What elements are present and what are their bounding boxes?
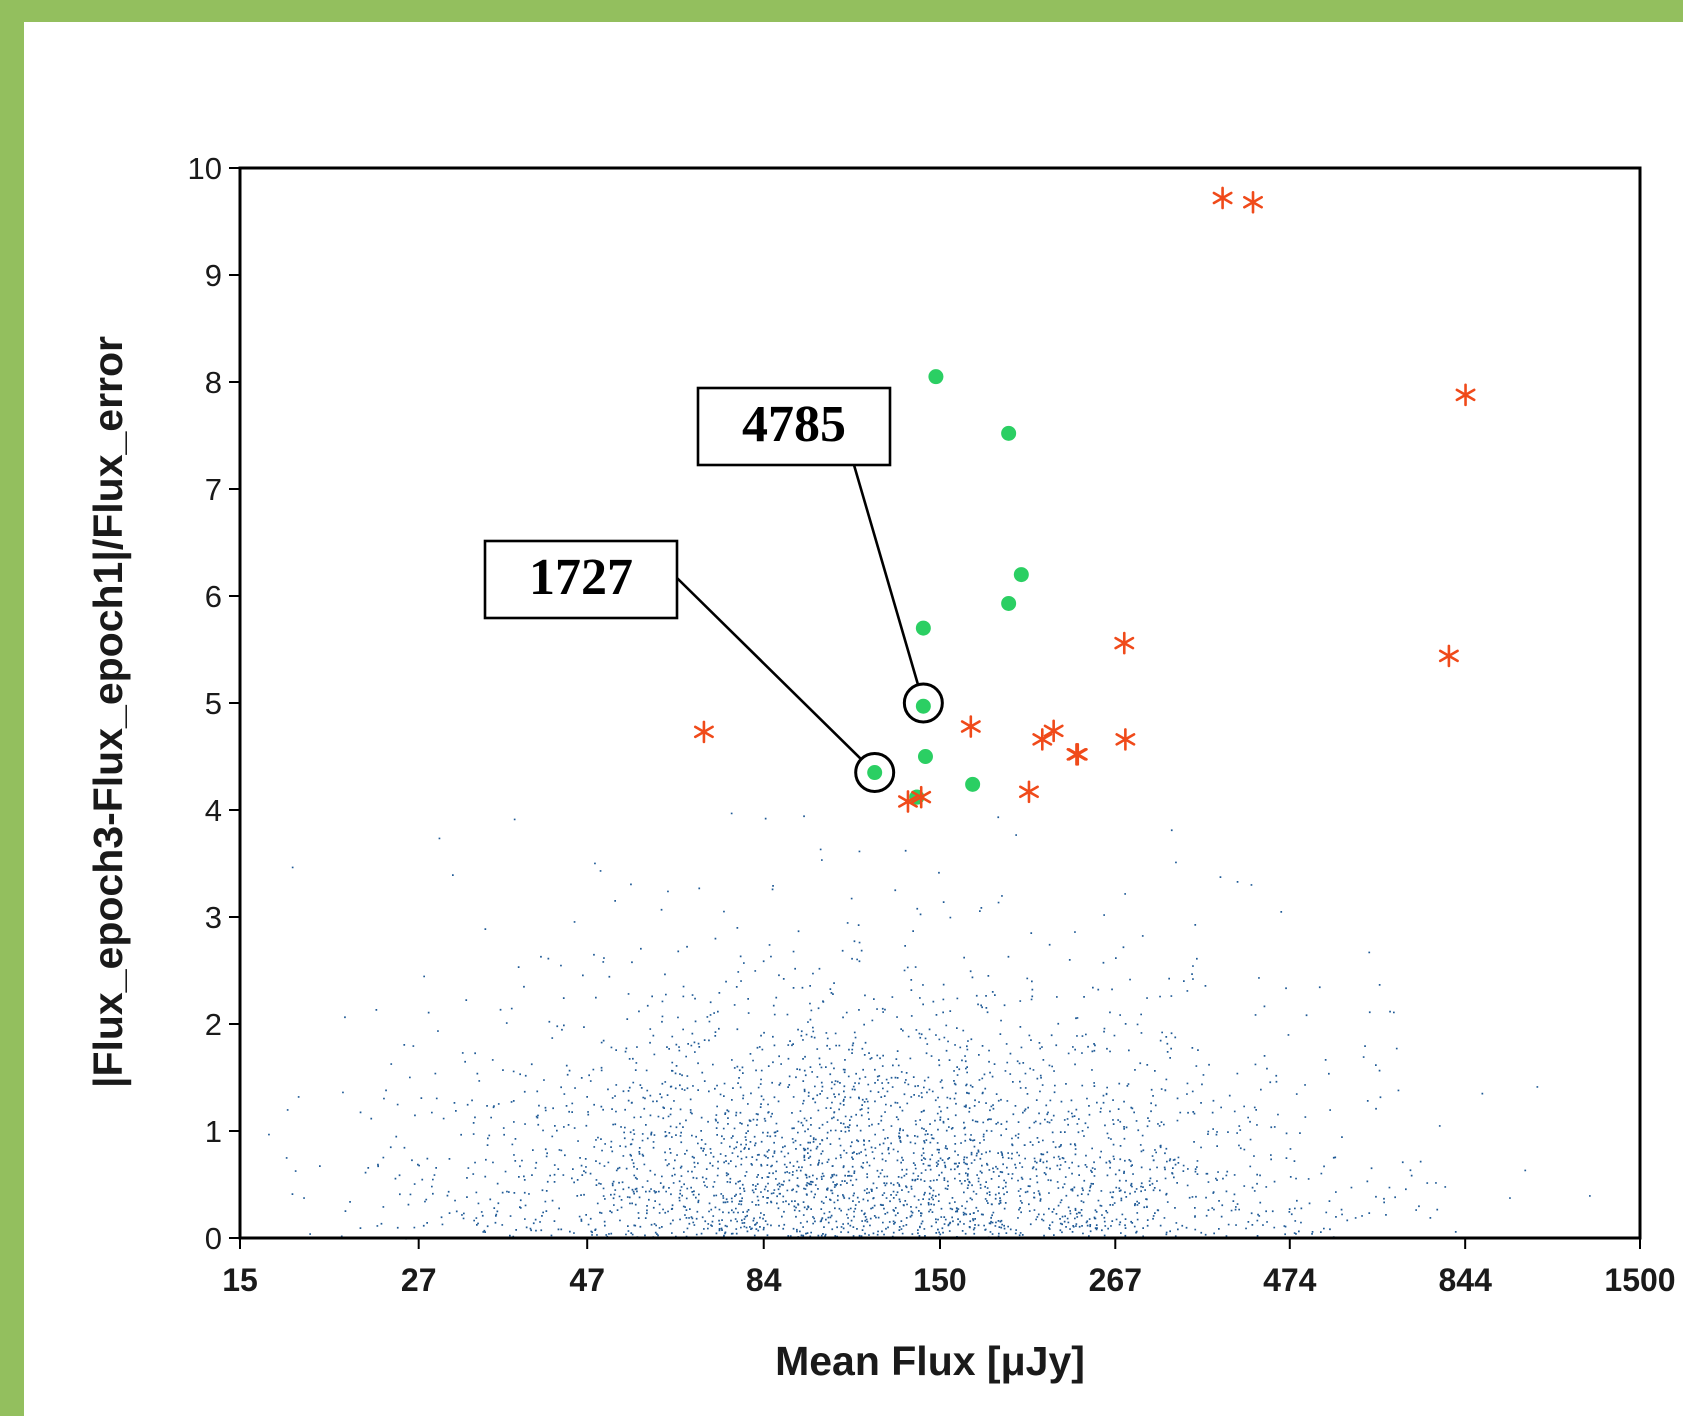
x-tick-label: 844 — [1438, 1262, 1492, 1298]
asterisk-point — [1455, 383, 1476, 407]
y-tick-label: 0 — [205, 1221, 222, 1256]
y-tick-label: 5 — [205, 686, 222, 721]
asterisk-point — [1032, 728, 1053, 751]
y-tick-label: 7 — [205, 472, 222, 507]
x-tick-label: 84 — [746, 1262, 782, 1298]
y-tick-label: 1 — [205, 1114, 222, 1149]
y-tick-label: 4 — [205, 793, 222, 828]
green-point — [917, 749, 933, 764]
asterisk-point — [960, 715, 981, 738]
x-tick-label: 15 — [222, 1262, 258, 1298]
asterisk-point — [1043, 719, 1064, 743]
green-point — [1001, 595, 1017, 611]
callout-box — [483, 539, 679, 620]
asterisk-point — [1114, 631, 1135, 655]
asterisk-point — [1115, 728, 1136, 751]
asterisk-point — [693, 720, 714, 744]
callout-1727: 1727 — [483, 539, 896, 794]
y-tick-label: 3 — [205, 900, 222, 935]
plot-area — [238, 166, 1642, 1240]
y-tick-label: 10 — [188, 151, 222, 186]
asterisk-points — [693, 186, 1476, 813]
callout-leader-line — [676, 577, 863, 761]
frame-top-border — [0, 0, 1683, 22]
x-tick-label: 1500 — [1604, 1262, 1675, 1298]
green-point — [915, 698, 931, 714]
green-point — [1013, 567, 1029, 583]
callout-label: 1727 — [529, 549, 633, 606]
y-tick-label: 6 — [205, 579, 222, 614]
asterisk-point — [1438, 644, 1459, 668]
callout-4785: 4785 — [696, 386, 944, 724]
callout-label: 4785 — [742, 396, 846, 453]
asterisk-point — [1212, 186, 1233, 210]
green-point — [915, 620, 931, 636]
y-axis-title: |Flux_epoch3-Flux_epoch1|/Flux_error — [85, 336, 131, 1088]
x-tick-label: 47 — [569, 1262, 605, 1298]
callout-circle — [902, 682, 944, 724]
y-tick-label: 8 — [205, 365, 222, 400]
population-points — [260, 812, 1591, 1240]
asterisk-point — [1067, 743, 1088, 766]
x-tick-label: 474 — [1263, 1262, 1317, 1298]
x-axis-title: Mean Flux [μJy] — [775, 1338, 1085, 1384]
asterisk-point — [1243, 190, 1263, 214]
callouts: 4785 1727 — [483, 386, 944, 794]
callout-leader-line — [852, 464, 920, 686]
asterisk-point — [898, 790, 918, 813]
green-point — [965, 776, 981, 792]
asterisk-point — [911, 785, 932, 809]
x-tick-label: 150 — [913, 1262, 966, 1298]
green-highlight-points — [867, 369, 1029, 805]
frame-left-border — [0, 0, 24, 1416]
asterisk-point — [1019, 780, 1039, 804]
x-tick-label: 27 — [401, 1262, 437, 1298]
x-tick-label: 267 — [1089, 1262, 1142, 1298]
green-point — [1001, 425, 1017, 441]
y-tick-label: 2 — [205, 1007, 222, 1042]
callout-circle — [854, 752, 896, 794]
callout-box — [696, 386, 892, 467]
axis-ticks: 15 27 47 84 150 267 474 844 1500 0 1 2 3 4 5 6 7 8 9 10 — [188, 151, 1676, 1298]
population-dot-cloud — [260, 812, 1591, 1240]
y-tick-label: 9 — [205, 258, 222, 293]
green-point — [867, 765, 883, 781]
green-point — [928, 369, 944, 385]
